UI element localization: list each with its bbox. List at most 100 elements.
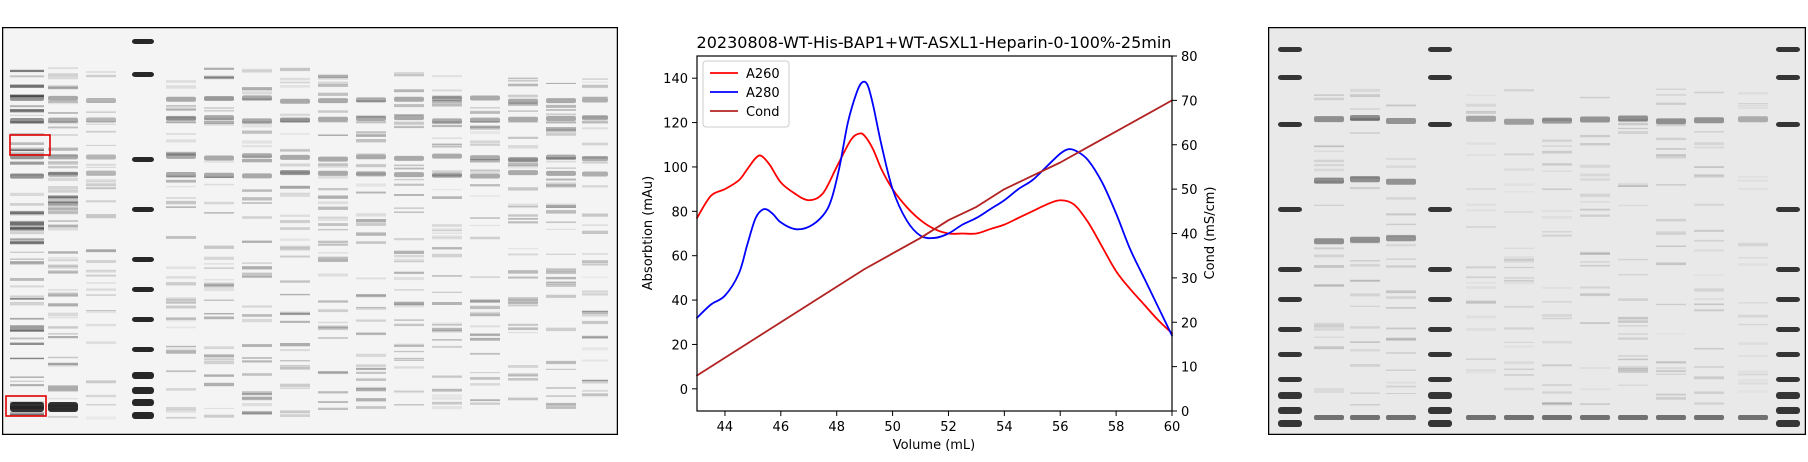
gel-band: [1386, 258, 1416, 260]
gel-band: [1656, 397, 1686, 400]
gel-band: [470, 217, 500, 219]
y-tick-label: 0: [680, 383, 688, 398]
gel-band: [1466, 286, 1496, 289]
gel-band: [204, 110, 234, 112]
gel-band: [86, 260, 116, 263]
gel-band: [432, 96, 462, 102]
gel-band: [508, 253, 538, 256]
gel-band: [432, 253, 462, 258]
gel-band: [470, 169, 500, 173]
gel-band: [546, 253, 576, 255]
gel-band: [546, 406, 576, 409]
gel-band: [280, 227, 310, 230]
gel-band: [166, 121, 196, 124]
gel-band: [546, 387, 576, 389]
gel-band: [1542, 402, 1572, 405]
gel-band: [280, 320, 310, 323]
gel-band: [508, 373, 538, 376]
gel-band: [48, 162, 78, 165]
gel-band: [356, 241, 386, 244]
gel-band: [48, 289, 78, 291]
gel-band: [48, 189, 78, 193]
gel-band: [546, 167, 576, 169]
gel-band: [508, 165, 538, 167]
gel-band: [318, 240, 348, 243]
gel-band: [394, 96, 424, 102]
gel-band: [546, 403, 576, 407]
gel-band: [546, 271, 576, 274]
gel-band: [508, 77, 538, 79]
gel-band: [546, 282, 576, 285]
gel-band: [242, 272, 272, 276]
gel-band: [280, 343, 310, 347]
y-tick-label: 20: [671, 338, 688, 353]
gel-band: [1694, 298, 1724, 301]
gel-band: [1618, 358, 1648, 361]
gel-band: [48, 147, 78, 151]
gel-band: [1738, 103, 1768, 104]
highlight-box-lower: [5, 395, 47, 417]
gel-band: [1386, 117, 1416, 124]
gel-band: [432, 375, 462, 378]
gel-band: [1542, 301, 1572, 303]
gel-band: [1314, 254, 1344, 258]
gel-band: [1278, 47, 1302, 52]
gel-band: [394, 194, 424, 196]
gel-band: [166, 197, 196, 199]
gel-band: [1618, 115, 1648, 122]
gel-band: [1656, 148, 1686, 150]
gel-band: [86, 288, 116, 291]
gel-band: [1466, 154, 1496, 156]
gel-band: [86, 98, 116, 104]
gel-band: [10, 413, 44, 416]
gel-band: [48, 388, 78, 392]
gel-band: [582, 311, 608, 315]
gel-band: [470, 125, 500, 129]
gel-band: [1542, 216, 1572, 219]
gel-band: [432, 224, 462, 227]
gel-band: [394, 304, 424, 308]
gel-band: [318, 166, 348, 168]
gel-band: [166, 305, 196, 309]
gel-band: [356, 191, 386, 194]
gel-band: [432, 327, 462, 332]
gel-band: [546, 268, 576, 272]
gel-band: [318, 121, 348, 123]
gel-band: [1466, 188, 1496, 190]
gel-band: [242, 360, 272, 363]
gel-band: [166, 151, 196, 155]
gel-band: [1580, 294, 1610, 297]
gel-band: [1466, 266, 1496, 269]
gel-band: [508, 170, 538, 176]
gel-band: [1580, 193, 1610, 197]
gel-band: [582, 156, 608, 159]
gel-band: [86, 101, 116, 103]
y2-axis-label: Cond (mS/cm): [1203, 187, 1218, 280]
gel-band: [10, 298, 44, 300]
gel-band: [318, 325, 348, 329]
gel-band: [48, 356, 78, 359]
gel-band: [356, 222, 386, 226]
gel-band: [582, 213, 608, 217]
gel-band: [1428, 122, 1452, 127]
gel-band: [1738, 342, 1768, 346]
gel-band: [10, 152, 44, 155]
gel-band: [394, 359, 424, 361]
gel-band: [280, 293, 310, 296]
gel-band: [1466, 226, 1496, 228]
gel-band: [1386, 265, 1416, 268]
gel-band: [166, 301, 196, 304]
gel-band: [10, 402, 44, 412]
gel-band: [1618, 333, 1648, 335]
gel-band: [1466, 276, 1496, 279]
gel-band: [1694, 203, 1724, 206]
gel-band: [582, 276, 608, 278]
gel-band: [242, 121, 272, 125]
gel-band: [1350, 279, 1380, 282]
gel-band: [48, 294, 78, 297]
gel-band: [132, 412, 154, 419]
gel-band: [280, 255, 310, 258]
gel-band: [1428, 327, 1452, 332]
gel-band: [10, 222, 44, 226]
gel-band: [1580, 292, 1610, 295]
